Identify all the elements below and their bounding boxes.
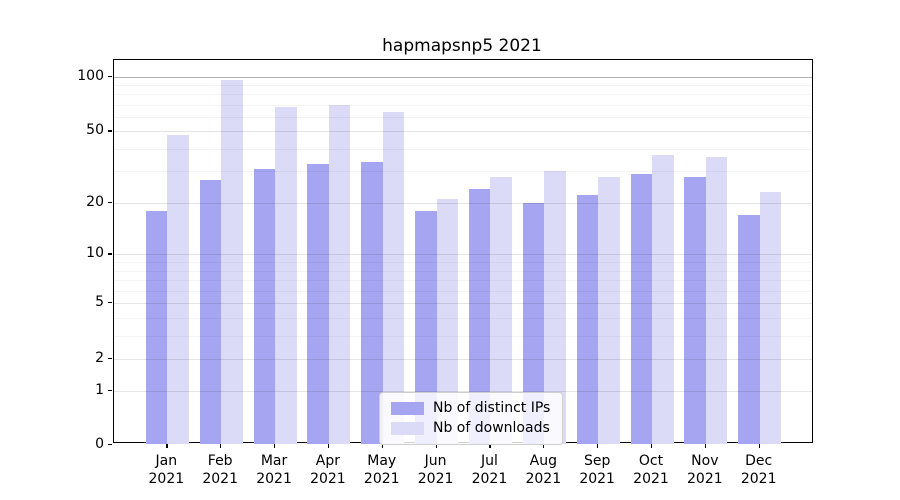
bar-nov-downloads	[705, 157, 728, 445]
chart-title: hapmapsnp5 2021	[382, 36, 542, 56]
bar-jul-distinct-ips	[468, 188, 491, 445]
y-tick-label-5: 5	[95, 294, 104, 311]
gridline-y-40	[113, 148, 812, 150]
gridline-y-80	[113, 94, 812, 96]
bar-apr-downloads	[328, 104, 351, 445]
y-tick-mark	[108, 302, 112, 304]
x-tick-mark	[327, 444, 330, 448]
bar-mar-distinct-ips	[253, 168, 276, 445]
x-tick-label-feb: Feb 2021	[202, 452, 238, 487]
y-tick-mark	[108, 253, 112, 255]
y-tick-mark	[108, 130, 112, 132]
x-tick-label-jul: Jul 2021	[471, 452, 508, 487]
gridline-y-100	[113, 76, 812, 79]
legend-label-distinct-ips: Nb of distinct IPs	[433, 400, 551, 416]
x-tick-mark	[220, 444, 222, 448]
x-tick-label-aug: Aug 2021	[525, 452, 562, 487]
bar-jul-downloads	[490, 176, 512, 445]
bar-may-distinct-ips	[361, 161, 383, 445]
x-tick-label-jun: Jun 2021	[417, 452, 454, 487]
bar-jan-downloads	[167, 134, 189, 445]
y-tick-mark	[108, 390, 112, 392]
x-tick-mark	[381, 444, 383, 448]
y-tick-label-50: 50	[86, 122, 104, 139]
legend: Nb of distinct IPs Nb of downloads	[379, 392, 564, 445]
bar-jun-distinct-ips	[415, 210, 437, 445]
x-tick-mark	[758, 444, 760, 448]
x-tick-mark	[274, 444, 276, 448]
y-tick-label-10: 10	[86, 245, 104, 262]
x-tick-label-apr: Apr 2021	[310, 452, 346, 487]
gridline-y-50	[113, 131, 812, 133]
plot-area	[112, 59, 813, 445]
bar-oct-downloads	[652, 155, 674, 445]
gridline-y-90	[113, 84, 812, 86]
bar-aug-downloads	[544, 171, 566, 445]
x-tick-label-sep: Sep 2021	[579, 452, 615, 487]
bar-jan-distinct-ips	[145, 210, 168, 445]
x-tick-mark	[435, 444, 437, 448]
x-tick-label-nov: Nov 2021	[687, 452, 723, 487]
bar-mar-downloads	[275, 107, 297, 445]
bar-oct-distinct-ips	[630, 173, 652, 445]
bar-sep-downloads	[598, 176, 620, 445]
y-tick-mark	[108, 201, 112, 203]
bar-dec-distinct-ips	[738, 214, 760, 445]
y-tick-mark	[108, 357, 112, 359]
x-tick-mark	[543, 444, 545, 448]
legend-item-downloads: Nb of downloads	[391, 418, 550, 438]
bar-jun-downloads	[436, 198, 459, 445]
bar-nov-distinct-ips	[684, 176, 706, 445]
x-tick-mark	[651, 444, 653, 448]
bar-aug-distinct-ips	[522, 202, 545, 445]
y-tick-mark	[108, 443, 112, 445]
y-tick-mark	[108, 75, 112, 77]
gridline-y-60	[113, 117, 812, 119]
legend-item-distinct-ips: Nb of distinct IPs	[391, 398, 550, 418]
gridline-y-70	[113, 104, 812, 106]
y-tick-label-100: 100	[77, 67, 104, 84]
x-tick-mark	[166, 444, 168, 448]
legend-label-downloads: Nb of downloads	[433, 420, 550, 436]
bar-dec-downloads	[759, 191, 782, 445]
bar-may-downloads	[382, 111, 405, 445]
x-tick-mark	[489, 444, 491, 448]
y-tick-label-1: 1	[95, 382, 104, 399]
y-tick-label-2: 2	[95, 349, 104, 366]
x-tick-mark	[704, 444, 707, 448]
bar-sep-distinct-ips	[576, 195, 599, 445]
x-tick-label-dec: Dec 2021	[740, 452, 777, 487]
legend-swatch-distinct-ips	[391, 401, 424, 415]
x-tick-label-mar: Mar 2021	[256, 452, 292, 487]
y-tick-label-20: 20	[86, 193, 104, 210]
bar-feb-distinct-ips	[199, 179, 222, 445]
bar-apr-distinct-ips	[307, 163, 329, 445]
legend-swatch-downloads	[391, 421, 424, 435]
bar-feb-downloads	[221, 79, 243, 445]
x-tick-label-may: May 2021	[363, 452, 400, 487]
y-tick-label-0: 0	[95, 435, 104, 452]
x-tick-label-oct: Oct 2021	[633, 452, 669, 487]
x-tick-label-jan: Jan 2021	[148, 452, 185, 487]
x-tick-mark	[597, 444, 599, 448]
